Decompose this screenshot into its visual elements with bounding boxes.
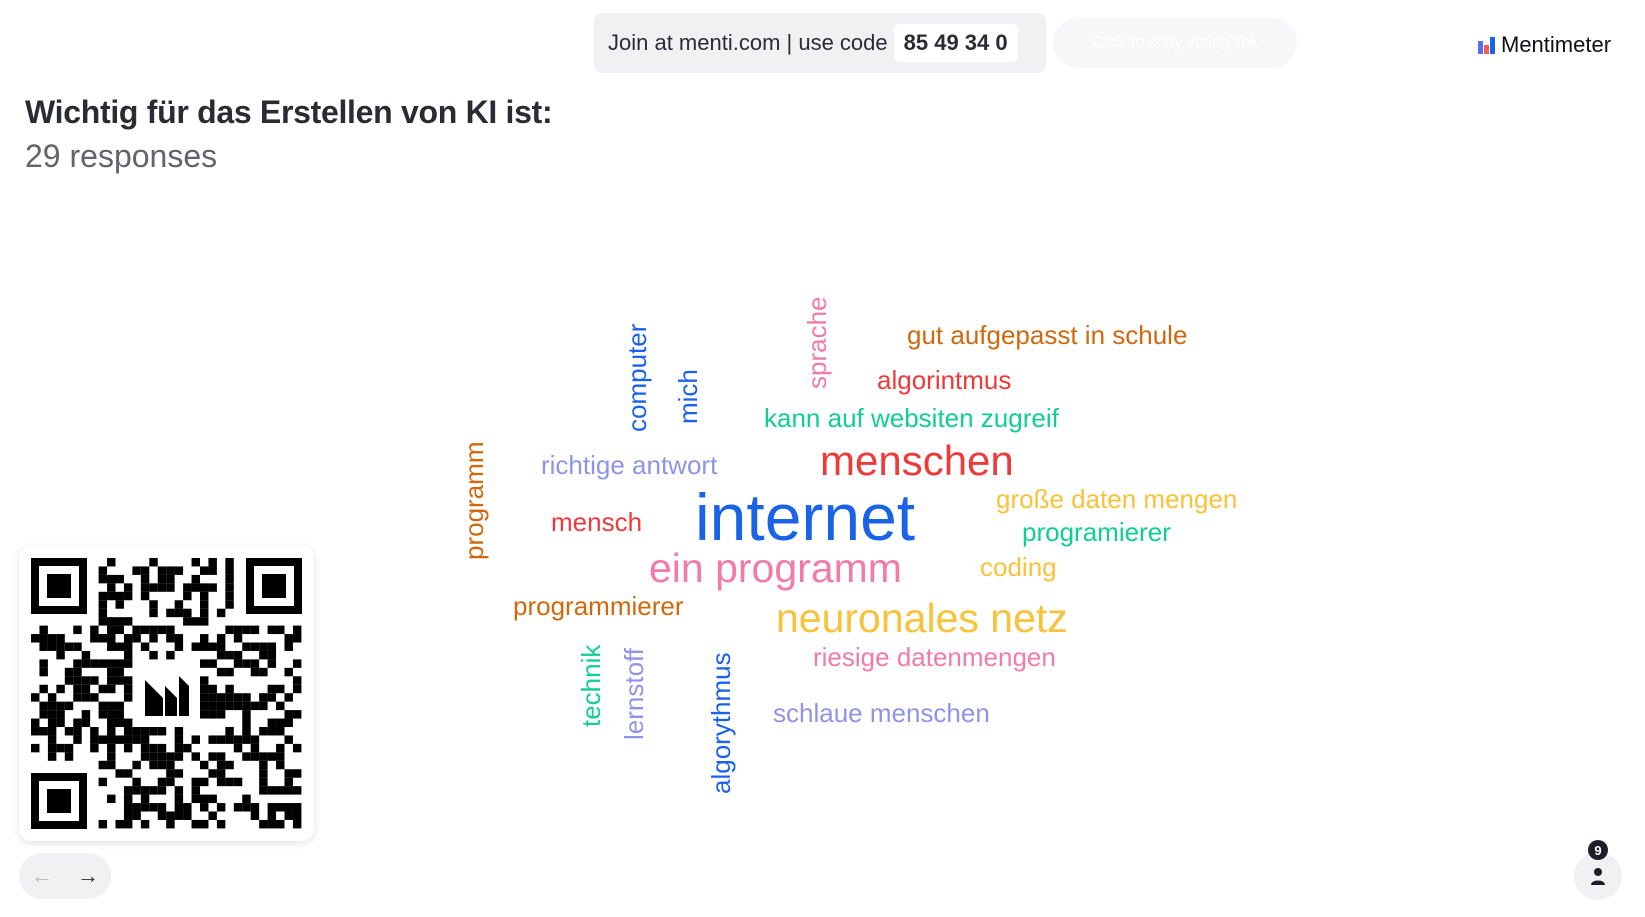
brand: Mentimeter (1478, 30, 1611, 60)
word-technik: technik (576, 644, 606, 727)
word-kann-auf-websiten-zugreif: kann auf websiten zugreif (764, 403, 1059, 433)
word-programierer: programierer (1022, 517, 1171, 547)
word-grosse-daten-mengen: große daten mengen (996, 484, 1238, 514)
word-mich: mich (673, 369, 703, 424)
question-title: Wichtig für das Erstellen von KI ist: (25, 94, 553, 130)
qr-code-card[interactable] (19, 546, 314, 841)
word-algorintmus: algorintmus (877, 365, 1012, 395)
word-richtige-antwort: richtige antwort (541, 450, 718, 480)
voting-code[interactable]: 85 49 34 0 (893, 24, 1018, 62)
arrow-left-icon[interactable]: ← (31, 863, 53, 888)
join-text: Join at menti.com | use code (608, 30, 888, 55)
word-ein-programm: ein programm (649, 545, 902, 591)
word-programm: programm (459, 441, 489, 560)
slide-navigation: ← → (19, 853, 111, 899)
word-mensch: mensch (551, 507, 643, 537)
join-instructions: Join at menti.com | use code 85 49 34 0 (594, 13, 1046, 73)
word-coding: coding (980, 552, 1057, 582)
word-internet: internet (695, 480, 916, 554)
word-sprache: sprache (802, 296, 832, 390)
arrow-right-icon[interactable]: → (77, 863, 99, 888)
person-icon (1591, 868, 1605, 885)
copy-voting-link-button[interactable]: Click to copy voting link (1053, 18, 1297, 68)
word-gut-aufgepasst-in-schule: gut aufgepasst in schule (907, 320, 1188, 350)
mentimeter-logo-icon (1478, 37, 1495, 54)
word-schlaue-menschen: schlaue menschen (773, 698, 990, 728)
word-lernstoff: lernstoff (619, 647, 649, 740)
participant-count-badge: 9 (1588, 840, 1608, 860)
word-riesige-datenmengen: riesige datenmengen (813, 642, 1056, 672)
brand-name: Mentimeter (1501, 32, 1612, 57)
word-menschen: menschen (820, 437, 1014, 484)
word-neuronales-netz: neuronales netz (776, 595, 1068, 641)
word-computer: computer (622, 323, 652, 432)
participants-button[interactable] (1574, 852, 1622, 900)
response-count: 29 responses (25, 138, 218, 174)
qr-code-icon (31, 558, 302, 829)
word-algorythmus: algorythmus (706, 652, 736, 794)
word-programmierer: programmierer (513, 591, 684, 621)
